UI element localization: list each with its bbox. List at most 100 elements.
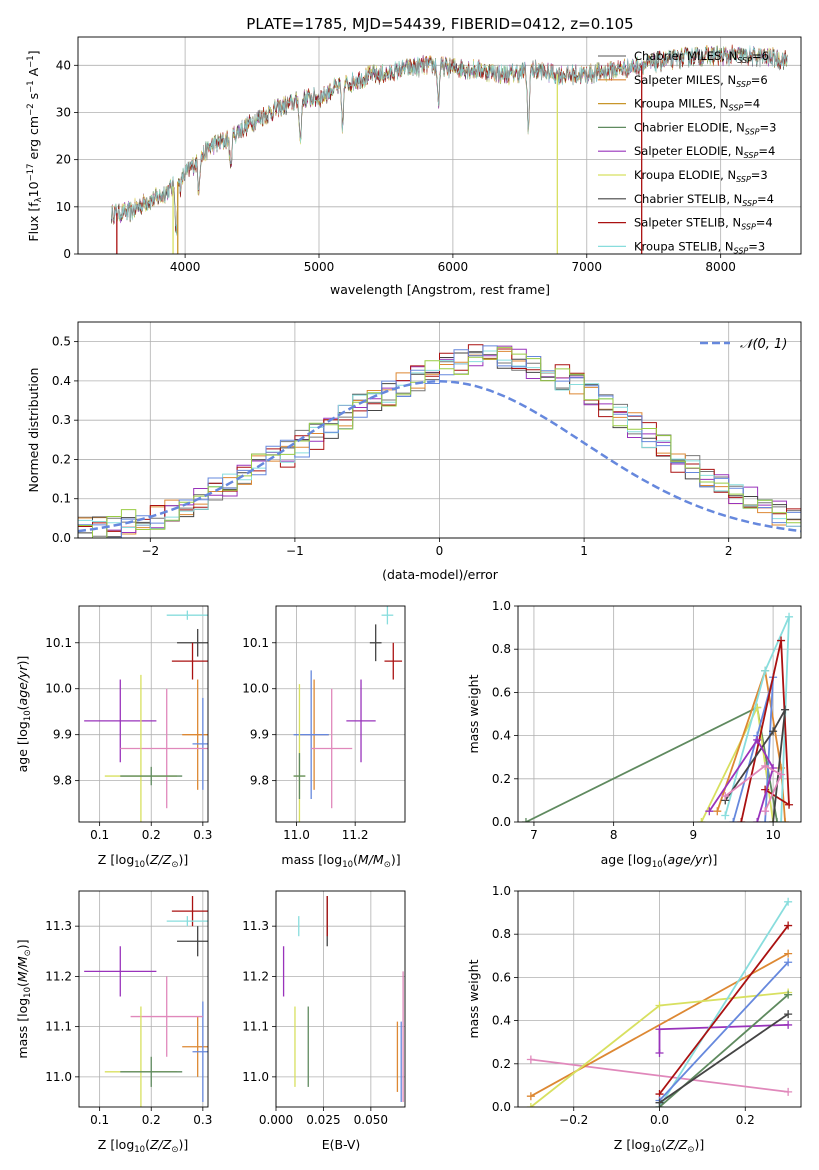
label-part: age/yr	[668, 852, 709, 867]
weight-marker	[655, 1025, 664, 1034]
label-part: 10	[652, 860, 663, 870]
x-tick-label: 0.025	[306, 1113, 340, 1127]
axes-age_vs_mass: 11.0 11.2 9.8 9.9 10.0 10.1	[242, 605, 406, 842]
label-part: −17	[26, 163, 36, 181]
errorbar-point	[192, 697, 208, 790]
y-tick-label: 0.8	[492, 927, 511, 941]
label-part: s	[26, 93, 41, 104]
weight-marker	[526, 1103, 535, 1107]
errorbar-point	[120, 1056, 183, 1087]
weight-marker	[729, 818, 738, 822]
weight-marker	[769, 818, 778, 822]
y-tick-label: 11.2	[45, 969, 72, 983]
x-tick-label: 0.2	[142, 1113, 161, 1127]
label-part: =6	[751, 73, 768, 87]
weight-marker	[769, 727, 778, 736]
label-part: 10	[342, 860, 353, 870]
label-part: Chabrier MILES, N	[634, 49, 737, 63]
label-part: =4	[743, 97, 760, 111]
label-part: mass [log	[15, 998, 30, 1059]
weight-marker	[785, 800, 794, 809]
axes-frame	[78, 605, 209, 823]
weight-marker	[713, 807, 722, 816]
weight-marker	[773, 818, 782, 822]
weight-marker	[705, 807, 714, 816]
axes-mass_vs_Z: 0.1 0.2 0.3 11.0 11.1 11.2 11.3	[45, 890, 212, 1127]
label-part: Chabrier STELIB, N	[634, 192, 742, 206]
label-part: 10	[23, 710, 33, 721]
normal-curve	[78, 380, 801, 533]
weight-marker	[655, 1049, 664, 1057]
plot-area	[526, 897, 793, 1107]
label-part: 10	[26, 181, 41, 197]
axes-frame	[77, 321, 802, 539]
errorbar-point	[120, 766, 183, 786]
errorbar-point	[177, 628, 208, 657]
x-axis-label: mass [log10(M/M⊙)]	[281, 852, 400, 870]
legend-label: Chabrier MILES, NSSP=6	[634, 49, 769, 65]
y-tick-label: 11.1	[242, 1020, 269, 1034]
label-part: M/M	[358, 852, 384, 867]
label-part: ⊙	[171, 860, 178, 870]
label-part: Z/Z	[149, 1137, 172, 1152]
y-tick-label: 1.0	[492, 599, 511, 613]
weight-line	[724, 709, 786, 822]
label-part: Z [log	[98, 852, 134, 867]
label-part: age [log	[15, 721, 30, 772]
x-tick-label: 8000	[705, 260, 736, 274]
y-axis-label: mass weight	[466, 674, 481, 753]
y-tick-label: 10.0	[242, 682, 269, 696]
errorbar-point	[182, 679, 208, 790]
x-tick-label: 4000	[170, 260, 201, 274]
y-axis-label: Normed distribution	[26, 368, 41, 493]
spectrum-line	[111, 45, 788, 236]
weight-marker	[777, 636, 786, 645]
weight-line	[530, 1058, 789, 1093]
x-tick-label: −2	[141, 544, 159, 558]
label-part: 10	[134, 860, 145, 870]
weight-marker	[784, 921, 793, 930]
y-tick-label: 11.3	[242, 919, 269, 933]
legend-label: Salpeter STELIB, NSSP=4	[634, 216, 773, 232]
y-tick-label: 0.5	[52, 335, 71, 349]
x-axis-label: Z [log10(Z/Z⊙)]	[98, 1137, 188, 1155]
x-tick-label: 7000	[572, 260, 603, 274]
weight-marker	[784, 990, 793, 999]
plot-area	[521, 612, 794, 822]
weight-marker	[784, 1087, 793, 1096]
label-part: Z/Z	[149, 852, 172, 867]
plot-area	[78, 344, 801, 538]
legend-label: Kroupa MILES, NSSP=4	[634, 97, 760, 113]
weight-marker	[753, 818, 762, 822]
errorbar-point	[166, 610, 208, 620]
label-part: 10	[134, 1145, 145, 1155]
weight-line	[716, 670, 786, 822]
y-tick-label: 10.0	[45, 682, 72, 696]
label-part: SSP	[741, 223, 756, 232]
axes-weight_vs_age: 7 8 9 10 0.0 0.2 0.4 0.6 0.8 1.0	[492, 599, 802, 842]
label-part: )]	[15, 939, 30, 949]
x-tick-label: −1	[286, 544, 304, 558]
weight-marker	[761, 761, 770, 770]
weight-marker	[721, 792, 730, 801]
label-part: ⊙	[384, 860, 391, 870]
weight-line	[708, 738, 775, 822]
legend-label: Kroupa STELIB, NSSP=3	[634, 239, 765, 255]
label-part: Salpeter STELIB, N	[634, 216, 741, 230]
label-part: =3	[760, 120, 777, 134]
weight-marker	[697, 818, 706, 822]
y-tick-label: 0.0	[492, 815, 511, 829]
label-part: =4	[756, 216, 773, 230]
weight-marker	[737, 818, 746, 822]
weight-line	[658, 961, 789, 1102]
y-tick-label: 10	[56, 200, 71, 214]
legend-label: Chabrier ELODIE, NSSP=3	[634, 120, 776, 136]
label-part: SSP	[745, 127, 760, 136]
x-tick-label: 8	[610, 828, 618, 842]
figure-title: PLATE=1785, MJD=54439, FIBERID=0412, z=0…	[246, 15, 633, 33]
label-part: ⊙	[687, 1145, 694, 1155]
errorbar-point	[293, 753, 306, 800]
label-part: Kroupa MILES, N	[634, 97, 729, 111]
